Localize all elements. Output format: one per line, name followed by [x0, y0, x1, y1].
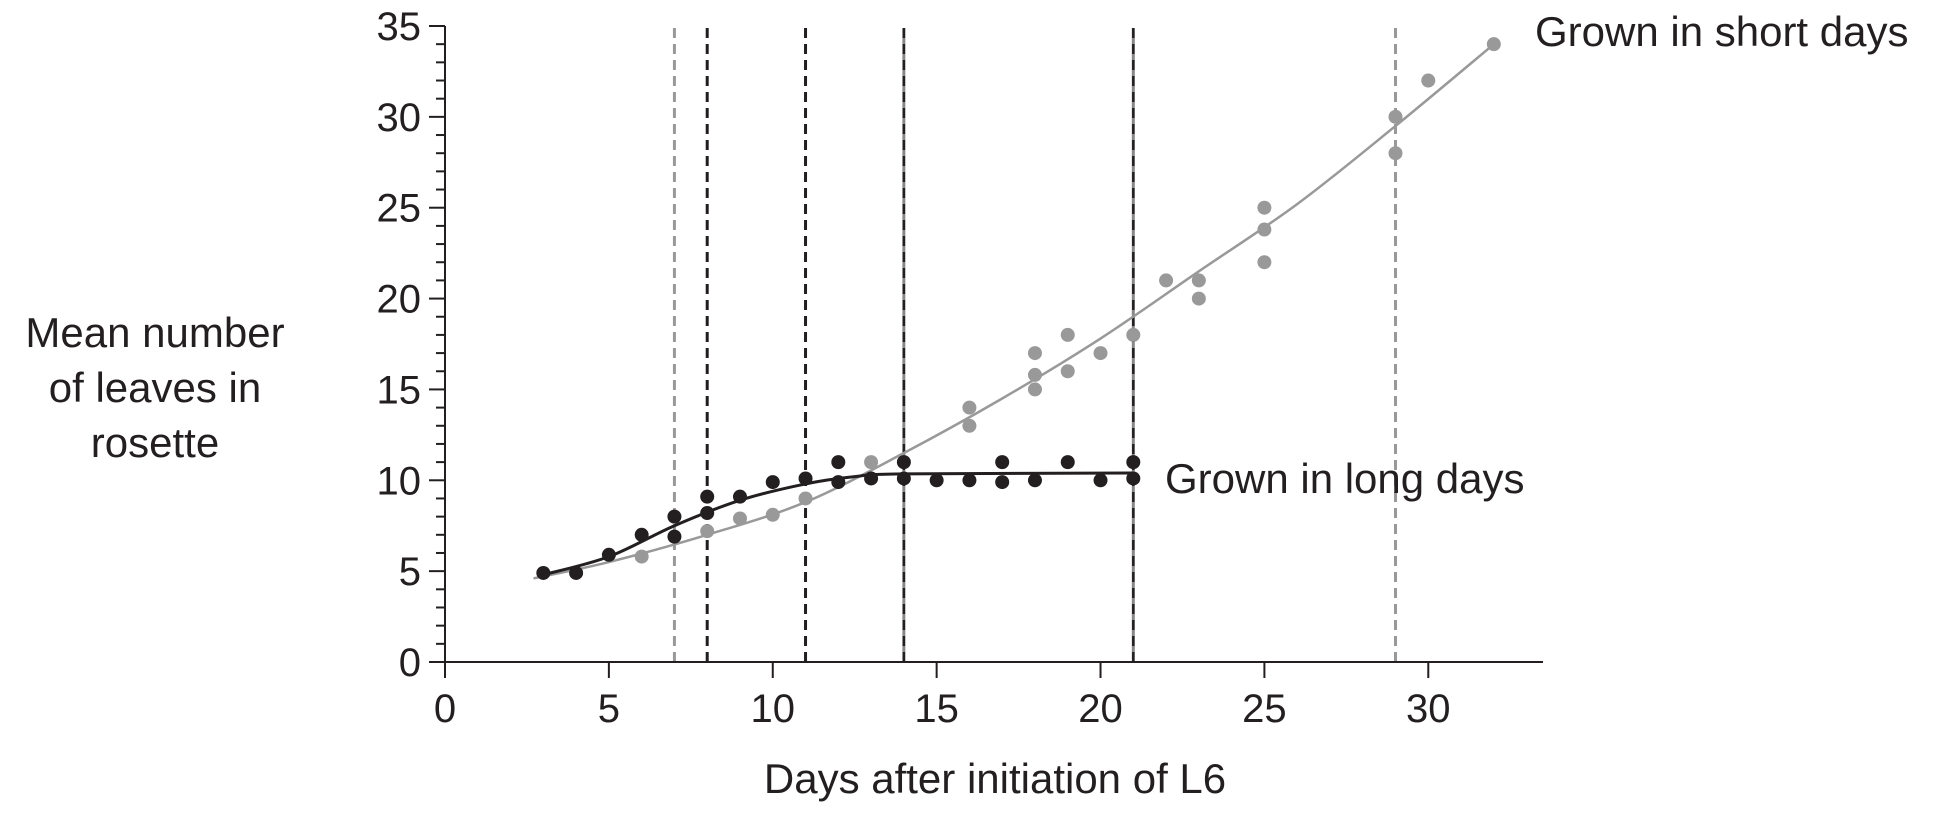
x-tick-label: 20	[1078, 687, 1123, 731]
long-days-point	[667, 509, 682, 524]
short-days-point	[1060, 364, 1075, 379]
fit-curve-long-days	[542, 471, 1134, 577]
short-days-point	[1027, 346, 1042, 361]
y-tick-label: 5	[399, 550, 421, 594]
series-label-short-days: Grown in short days	[1535, 8, 1909, 55]
y-tick-label: 10	[377, 459, 422, 503]
y-tick-label: 0	[399, 641, 421, 685]
short-days-point	[962, 418, 977, 433]
long-days-point	[1060, 455, 1075, 470]
long-days-point	[995, 475, 1010, 490]
y-tick-label: 35	[377, 5, 422, 49]
short-days-point	[1388, 146, 1403, 161]
short-days-point	[1159, 273, 1174, 288]
y-axis-label-line-3: rosette	[90, 419, 220, 466]
long-days-point	[667, 529, 682, 544]
long-days-point	[995, 455, 1010, 470]
y-axis-label: Mean number of leaves in rosette	[0, 305, 310, 470]
short-days-point	[700, 524, 715, 539]
long-days-point	[1027, 473, 1042, 488]
short-days-point	[864, 455, 879, 470]
long-days-point	[700, 489, 715, 504]
x-tick-label: 0	[434, 687, 456, 731]
short-days-point	[1257, 255, 1272, 270]
short-days-point	[765, 507, 780, 522]
short-days-point	[1486, 37, 1501, 52]
y-tick-label: 20	[377, 278, 422, 322]
long-days-point	[569, 565, 584, 580]
x-axis-label: Days after initiation of L6	[763, 755, 1227, 802]
long-days-point	[896, 471, 911, 486]
long-days-point	[962, 473, 977, 488]
y-axis-label-line-1: Mean number	[25, 309, 285, 356]
long-days-point	[700, 505, 715, 520]
axes	[444, 26, 1543, 663]
short-days-point	[798, 491, 813, 506]
y-ticks: 0 5 10 15 20 25 30 35	[377, 5, 445, 685]
y-tick-label: 30	[377, 96, 422, 140]
short-days-point	[1421, 73, 1436, 88]
short-days-point	[1093, 346, 1108, 361]
short-days-point	[1257, 222, 1272, 237]
vertical-marker-lines	[672, 28, 1398, 662]
long-days-point	[765, 475, 780, 490]
x-tick-label: 10	[751, 687, 796, 731]
long-days-point	[929, 473, 944, 488]
data-points	[536, 37, 1501, 580]
x-tick-label: 30	[1406, 687, 1451, 731]
x-ticks: 0 5 10 15 20 25 30	[434, 662, 1451, 731]
short-days-point	[1257, 200, 1272, 215]
long-days-point	[896, 455, 911, 470]
y-axis-label-line-2: of leaves in	[48, 364, 262, 411]
x-tick-label: 15	[914, 687, 959, 731]
short-days-point	[1191, 273, 1206, 288]
long-days-point	[831, 475, 846, 490]
long-days-point	[536, 565, 551, 580]
short-days-point	[732, 511, 747, 526]
short-days-point	[1126, 327, 1141, 342]
x-tick-label: 25	[1242, 687, 1287, 731]
short-days-point	[634, 549, 649, 564]
long-days-point	[1126, 455, 1141, 470]
y-tick-label: 25	[377, 187, 422, 231]
long-days-point	[601, 547, 616, 562]
y-tick-label: 15	[377, 368, 422, 412]
long-days-point	[732, 489, 747, 504]
short-days-point	[962, 400, 977, 415]
long-days-point	[1093, 473, 1108, 488]
long-days-point	[831, 455, 846, 470]
x-tick-label: 5	[598, 687, 620, 731]
short-days-point	[1060, 327, 1075, 342]
long-days-point	[1126, 471, 1141, 486]
short-days-point	[1388, 109, 1403, 124]
long-days-point	[634, 527, 649, 542]
long-days-point	[798, 471, 813, 486]
series-label-long-days: Grown in long days	[1165, 455, 1525, 502]
short-days-point	[1027, 382, 1042, 397]
short-days-point	[1027, 367, 1042, 382]
fit-curves	[533, 43, 1495, 580]
long-days-point	[864, 471, 879, 486]
short-days-point	[1191, 291, 1206, 306]
fit-curve-short-days	[533, 43, 1495, 580]
